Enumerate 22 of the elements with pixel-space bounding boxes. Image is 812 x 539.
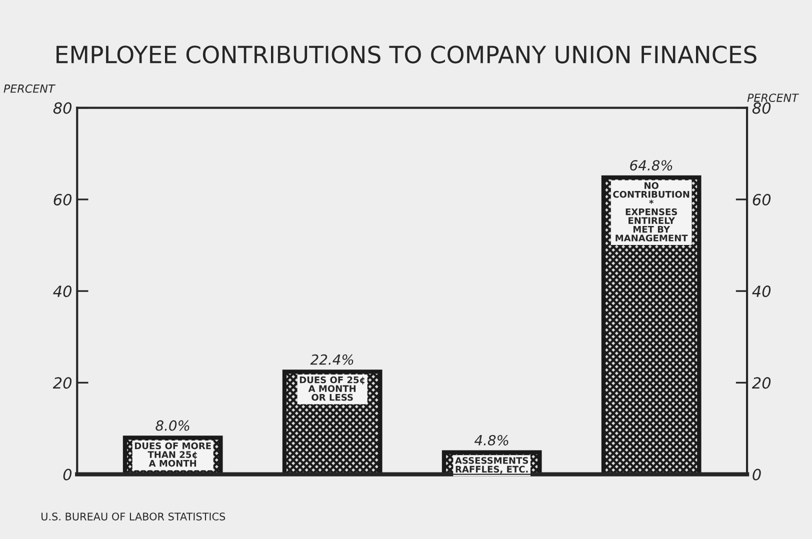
x-tick-label: NO CONTRIBUTION * EXPENSES ENTIRELY MET BY MANAGEMENT [613, 182, 690, 242]
y-tick-label: 40 [53, 286, 72, 298]
data-label: 22.4% [310, 354, 354, 365]
chart-title: EMPLOYEE CONTRIBUTIONS TO COMPANY UNION FINANCES [56, 46, 756, 64]
y2-tick-label: 40 [752, 286, 771, 298]
data-label: 4.8% [474, 434, 508, 446]
x-tick-label: DUES OF 25¢ A MONTH OR LESS [300, 376, 364, 401]
y-tick-label: 20 [52, 377, 72, 389]
y-tick-label: 0 [63, 468, 72, 480]
y2-tick-label: 60 [752, 194, 771, 206]
y-tick-label: 60 [54, 194, 72, 206]
y-axis-title: PERCENT [4, 84, 56, 93]
y2-tick-label: 80 [752, 102, 771, 114]
y2-tick-label: 0 [752, 468, 761, 480]
y2-axis-title: PERCENT [747, 94, 800, 102]
x-tick-label: DUES OF MORE THAN 25¢ A MONTH [134, 442, 211, 467]
y2-tick-label: 20 [752, 377, 771, 389]
text: U.S. BUREAU OF LABOR STATISTICS [42, 512, 226, 520]
data-label: 64.8% [630, 160, 672, 171]
x-tick-label: ASSESSMENTS RAFFLES, ETC. [455, 457, 528, 474]
data-label: 8.0% [156, 420, 190, 431]
y-tick-label: 80 [53, 102, 72, 114]
